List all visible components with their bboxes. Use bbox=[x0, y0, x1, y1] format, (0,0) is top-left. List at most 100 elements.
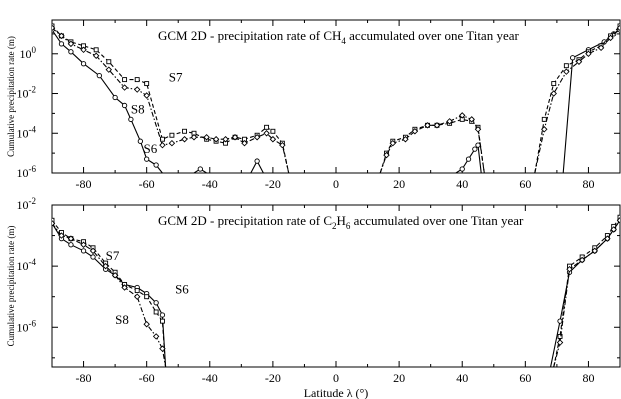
data-point bbox=[92, 52, 100, 60]
data-point bbox=[169, 132, 175, 138]
series-line bbox=[534, 25, 620, 173]
data-point bbox=[153, 300, 159, 306]
data-point bbox=[121, 284, 128, 291]
series-line bbox=[562, 29, 620, 173]
data-point bbox=[597, 44, 605, 52]
data-point bbox=[68, 242, 74, 248]
y-tick-label: 10-4 bbox=[17, 124, 37, 140]
data-point bbox=[58, 32, 65, 40]
x-tick-label: -20 bbox=[265, 177, 281, 191]
x-tick-label: 40 bbox=[456, 371, 468, 385]
data-point bbox=[264, 124, 270, 130]
data-point bbox=[121, 84, 128, 91]
data-point bbox=[144, 81, 150, 87]
data-point bbox=[616, 217, 620, 224]
data-point bbox=[472, 146, 478, 152]
series-label-s6: S6 bbox=[175, 282, 189, 297]
data-point bbox=[458, 112, 466, 119]
data-point bbox=[121, 102, 128, 109]
data-point bbox=[182, 128, 187, 134]
data-point bbox=[134, 288, 140, 294]
series-line bbox=[379, 118, 485, 173]
y-axis-label: Cumulative precipitation rate (m) bbox=[6, 36, 16, 157]
data-point bbox=[563, 63, 569, 69]
x-axis-label: Latitude λ (°) bbox=[304, 386, 369, 399]
data-point bbox=[153, 309, 159, 315]
series-label-s7: S7 bbox=[169, 70, 183, 85]
data-point bbox=[133, 86, 141, 93]
data-point bbox=[190, 133, 198, 141]
data-point bbox=[550, 90, 557, 97]
data-point bbox=[112, 94, 118, 101]
data-point bbox=[575, 58, 583, 65]
series-s8 bbox=[52, 217, 620, 367]
series-line bbox=[52, 25, 290, 173]
data-point bbox=[433, 122, 441, 129]
series-s7 bbox=[52, 214, 620, 367]
series-label-s8: S8 bbox=[115, 312, 129, 327]
x-tick-label: 0 bbox=[333, 177, 339, 191]
x-tick-label: 20 bbox=[393, 177, 405, 191]
data-point bbox=[153, 162, 159, 168]
data-point bbox=[269, 135, 277, 143]
data-point bbox=[241, 139, 248, 147]
series-s6 bbox=[52, 27, 620, 173]
series-label-s7: S7 bbox=[106, 248, 120, 263]
data-point bbox=[111, 272, 119, 279]
data-point bbox=[67, 235, 75, 242]
data-point bbox=[475, 142, 481, 148]
series-s8 bbox=[52, 24, 620, 173]
data-point bbox=[96, 72, 102, 79]
data-point bbox=[212, 135, 220, 143]
data-point bbox=[159, 141, 166, 149]
data-point bbox=[80, 61, 87, 67]
data-point bbox=[610, 226, 617, 233]
x-tick-label: 0 bbox=[333, 371, 339, 385]
x-tick-label: -80 bbox=[76, 177, 92, 191]
y-tick-label: 100 bbox=[20, 45, 37, 61]
c2h6-panel: -80 -60 -40 -20 0 20 40 60 80 10-2 10-4 10-6Cumulat… bbox=[6, 196, 621, 399]
data-point bbox=[402, 135, 409, 143]
data-point bbox=[411, 128, 419, 135]
data-point bbox=[270, 128, 276, 134]
series-line bbox=[553, 219, 620, 367]
series-s7 bbox=[52, 23, 620, 173]
series-label-s8: S8 bbox=[131, 101, 145, 116]
y-tick-label: 10-2 bbox=[17, 85, 37, 101]
ch4-panel: -80 -60 -40 -20 0 20 40 60 80 100 10-2 10-4 10-6Cumu… bbox=[6, 19, 621, 191]
x-tick-label: -40 bbox=[202, 177, 218, 191]
data-point bbox=[181, 135, 188, 143]
data-point bbox=[52, 24, 56, 32]
data-point bbox=[80, 248, 87, 254]
data-point bbox=[143, 92, 150, 99]
data-point bbox=[58, 41, 65, 47]
data-point bbox=[617, 214, 620, 220]
x-tick-label: -80 bbox=[76, 371, 92, 385]
x-tick-label: 40 bbox=[456, 177, 468, 191]
data-point bbox=[67, 40, 75, 48]
data-point bbox=[424, 122, 431, 129]
data-point bbox=[570, 55, 576, 61]
data-point bbox=[144, 156, 150, 162]
data-point bbox=[197, 166, 203, 172]
panel-title: GCM 2D - precipitation rate of CH4 accum… bbox=[158, 28, 519, 46]
x-tick-label: -40 bbox=[202, 371, 218, 385]
data-point bbox=[446, 118, 453, 125]
x-tick-label: 60 bbox=[519, 177, 531, 191]
data-point bbox=[134, 77, 140, 83]
data-point bbox=[159, 345, 166, 352]
data-point bbox=[144, 294, 150, 300]
data-point bbox=[80, 241, 87, 248]
data-point bbox=[106, 59, 112, 65]
data-point bbox=[253, 133, 261, 141]
y-axis-label: Cumulative precipitation rate (m) bbox=[6, 226, 16, 347]
data-point bbox=[468, 116, 475, 123]
data-point bbox=[137, 138, 144, 144]
data-point bbox=[541, 126, 548, 133]
data-point bbox=[105, 66, 113, 73]
data-point bbox=[93, 47, 99, 53]
series-line bbox=[553, 216, 620, 367]
y-tick-label: 10-6 bbox=[17, 164, 37, 180]
y-tick-label: 10-6 bbox=[17, 318, 37, 334]
data-point bbox=[279, 141, 286, 149]
